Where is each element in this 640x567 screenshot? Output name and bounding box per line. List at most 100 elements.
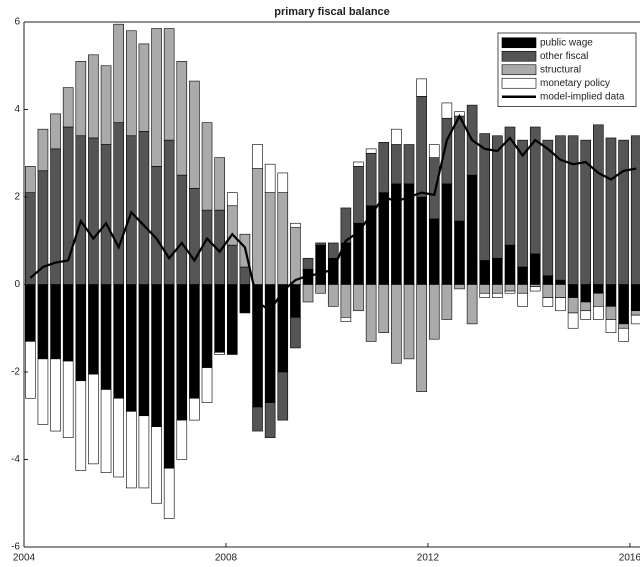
x-tick-label: 2012: [417, 553, 440, 564]
bar-segment: [264, 192, 276, 285]
bar-segment: [555, 297, 566, 312]
bar-segment: [504, 290, 516, 294]
bar-segment: [138, 415, 150, 489]
bar-segment: [75, 380, 87, 471]
bar-segment: [176, 61, 188, 176]
bar-segment: [580, 284, 592, 303]
bar-segment: [428, 144, 440, 158]
bar-segment: [252, 168, 263, 285]
legend-label: monetary policy: [540, 78, 610, 89]
bar-segment: [264, 163, 276, 193]
bar-segment: [416, 284, 427, 392]
bar-segment: [517, 292, 528, 307]
bar-segment: [214, 284, 225, 353]
legend-label: structural: [540, 64, 581, 75]
bar-segment: [618, 139, 629, 285]
bar-segment: [125, 411, 137, 489]
y-tick-label: -6: [11, 542, 20, 553]
bar-segment: [252, 406, 263, 432]
bar-segment: [88, 373, 99, 465]
bar-segment: [416, 196, 427, 285]
bar-segment: [403, 284, 415, 360]
bar-segment: [277, 192, 289, 285]
bar-segment: [201, 284, 213, 368]
bar-segment: [567, 284, 579, 298]
bar-segment: [580, 139, 592, 285]
bar-segment: [62, 360, 74, 438]
bar-segment: [75, 61, 87, 137]
bar-segment: [151, 166, 162, 285]
bar-segment: [138, 284, 150, 417]
bar-segment: [37, 284, 49, 360]
bar-segment: [378, 192, 390, 285]
bar-segment: [163, 284, 175, 469]
bar-segment: [201, 367, 213, 403]
legend-label: public wage: [540, 37, 593, 48]
bar-segment: [176, 419, 188, 460]
bar-segment: [88, 137, 99, 285]
bar-segment: [529, 286, 541, 292]
bar-segment: [365, 284, 377, 342]
bar-segment: [605, 319, 617, 333]
chart-title: primary fiscal balance: [274, 6, 390, 18]
bar-segment: [189, 187, 200, 285]
bar-segment: [454, 284, 465, 290]
bar-segment: [25, 192, 36, 285]
bar-segment: [239, 266, 251, 285]
bar-segment: [618, 327, 629, 342]
bar-segment: [176, 174, 188, 285]
bar-segment: [542, 284, 554, 298]
legend-label: other fiscal: [540, 51, 588, 62]
y-tick-label: 0: [14, 279, 20, 290]
bar-segment: [201, 122, 213, 211]
bar-segment: [252, 144, 263, 169]
bar-segment: [25, 341, 36, 399]
bar-segment: [567, 297, 579, 314]
bar-segment: [593, 124, 604, 285]
bar-segment: [113, 23, 124, 123]
bar-segment: [113, 397, 124, 478]
bar-segment: [25, 284, 36, 342]
bar-segment: [214, 352, 225, 355]
bar-segment: [264, 402, 276, 438]
bar-segment: [593, 292, 604, 307]
bar-segment: [630, 284, 640, 312]
bar-segment: [454, 115, 465, 222]
bar-segment: [315, 244, 326, 285]
bar-segment: [618, 284, 629, 325]
bar-segment: [302, 257, 314, 270]
bar-segment: [315, 284, 326, 294]
bar-segment: [605, 306, 617, 320]
bar-segment: [226, 244, 238, 285]
bar-segment: [517, 266, 528, 285]
bar-segment: [302, 284, 314, 303]
bar-segment: [391, 128, 402, 145]
bar-segment: [277, 172, 289, 193]
bar-segment: [239, 284, 251, 314]
bar-segment: [75, 284, 87, 382]
bar-segment: [277, 371, 289, 421]
bar-segment: [327, 284, 339, 307]
bar-segment: [593, 284, 604, 294]
y-tick-label: 6: [14, 17, 20, 28]
bar-segment: [529, 284, 541, 287]
bar-segment: [504, 244, 516, 285]
bar-segment: [100, 389, 112, 473]
bar-segment: [378, 284, 390, 333]
bar-segment: [75, 135, 87, 285]
bar-segment: [630, 310, 640, 316]
legend-swatch: [501, 50, 537, 62]
bar-segment: [403, 144, 415, 185]
bar-segment: [315, 242, 326, 246]
bar-segment: [138, 43, 150, 132]
bar-segment: [37, 128, 49, 172]
bar-segment: [189, 397, 200, 421]
bar-segment: [567, 312, 579, 329]
bar-segment: [593, 306, 604, 320]
bar-segment: [340, 317, 352, 322]
bar-segment: [290, 317, 301, 349]
bar-segment: [428, 284, 440, 340]
bar-segment: [441, 284, 453, 320]
bar-segment: [62, 284, 74, 362]
